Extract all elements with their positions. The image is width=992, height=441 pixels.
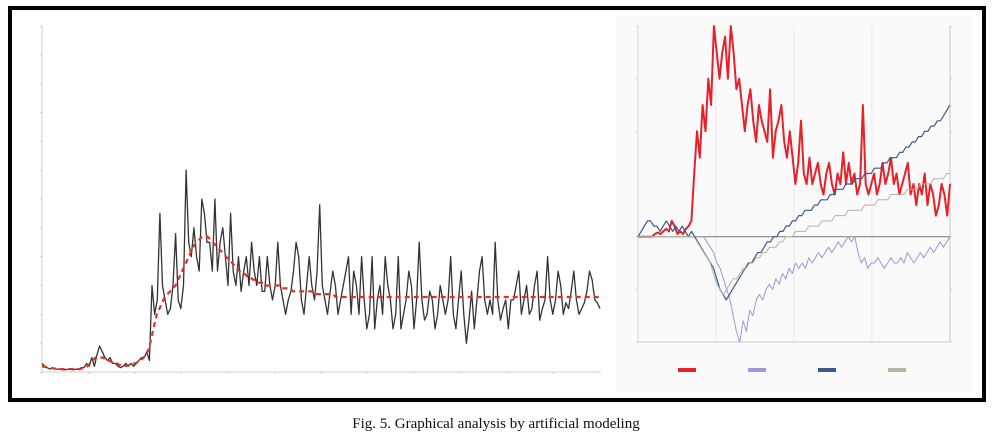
figure-caption: Fig. 5. Graphical analysis by artificial… [352,416,640,432]
series-line-1 [638,25,951,238]
left-line-chart [40,25,601,374]
legend-swatch-3 [818,368,836,372]
series-line-1 [41,169,601,371]
series-line-3 [637,104,951,301]
legend-swatch-1 [678,368,696,372]
legend-swatch-4 [888,368,906,372]
right-line-chart [616,16,972,392]
series-line-4 [638,173,950,296]
figure-frame [8,6,986,402]
series-line-2 [41,235,600,371]
legend-swatch-2 [748,368,766,372]
